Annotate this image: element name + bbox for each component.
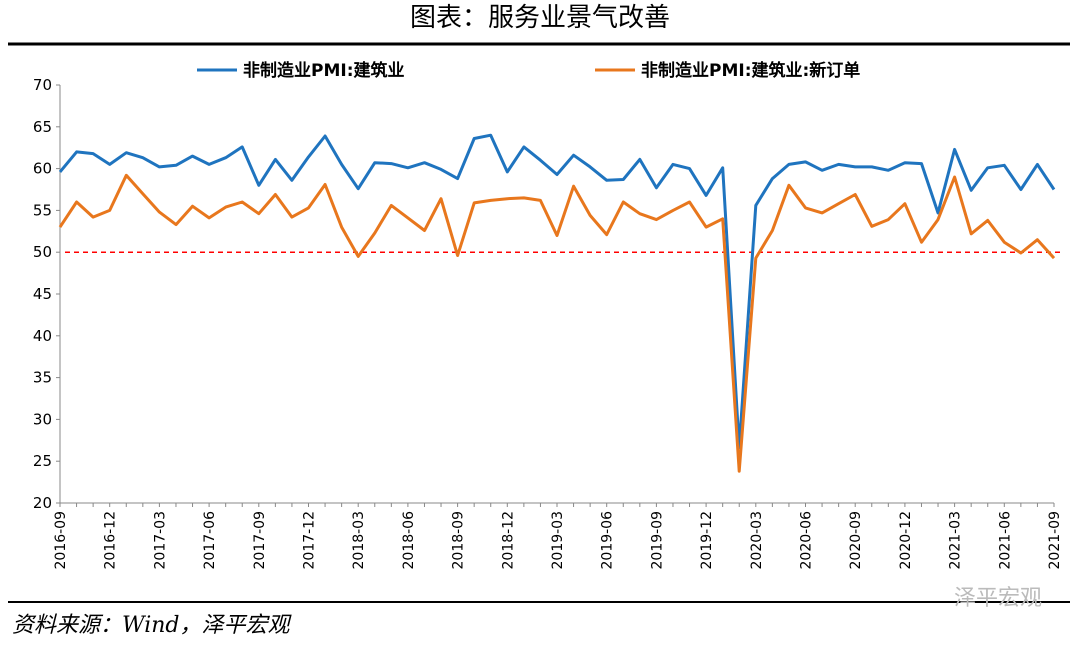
y-tick-label: 55 xyxy=(33,201,52,219)
y-tick-label: 45 xyxy=(33,285,52,303)
x-tick-label: 2017-09 xyxy=(252,511,268,570)
x-tick-label: 2020-06 xyxy=(799,511,815,570)
x-tick-label: 2020-03 xyxy=(749,511,765,570)
x-tick-label: 2021-06 xyxy=(997,511,1013,570)
x-tick-label: 2016-09 xyxy=(53,511,69,570)
y-tick-label: 30 xyxy=(33,410,52,428)
watermark: 泽平宏观 xyxy=(954,586,1042,611)
x-tick-label: 2017-12 xyxy=(302,511,318,570)
x-tick-label: 2021-03 xyxy=(948,511,964,570)
x-tick-label: 2020-09 xyxy=(848,511,864,570)
source: 资料来源：Wind，泽平宏观 xyxy=(12,613,293,638)
legend-label: 非制造业PMI:建筑业:新订单 xyxy=(641,60,860,81)
y-tick-label: 70 xyxy=(33,76,52,94)
y-tick-label: 65 xyxy=(33,118,52,136)
x-tick-label: 2019-03 xyxy=(550,511,566,570)
x-tick-label: 2018-03 xyxy=(351,511,367,570)
x-tick-label: 2019-09 xyxy=(649,511,665,570)
y-tick-label: 60 xyxy=(33,160,52,178)
series-line xyxy=(58,133,1056,450)
x-tick-label: 2019-06 xyxy=(600,511,616,570)
y-tick-label: 20 xyxy=(33,494,52,512)
y-tick-label: 35 xyxy=(33,369,52,387)
x-tick-label: 2016-12 xyxy=(103,511,119,570)
x-tick-label: 2020-12 xyxy=(898,511,914,570)
y-tick-label: 25 xyxy=(33,452,52,470)
x-tick-label: 2018-06 xyxy=(401,511,417,570)
legend-label: 非制造业PMI:建筑业 xyxy=(243,60,405,81)
x-tick-label: 2019-12 xyxy=(699,511,715,570)
chart-title: 图表：服务业景气改善 xyxy=(410,3,670,33)
x-tick-label: 2017-06 xyxy=(202,511,218,570)
x-tick-label: 2021-09 xyxy=(1047,511,1063,570)
x-tick-label: 2018-09 xyxy=(451,511,467,570)
y-tick-label: 50 xyxy=(33,243,52,261)
x-tick-label: 2018-12 xyxy=(500,511,516,570)
x-tick-label: 2017-03 xyxy=(152,511,168,570)
series-line xyxy=(58,173,1056,473)
y-tick-label: 40 xyxy=(33,327,52,345)
